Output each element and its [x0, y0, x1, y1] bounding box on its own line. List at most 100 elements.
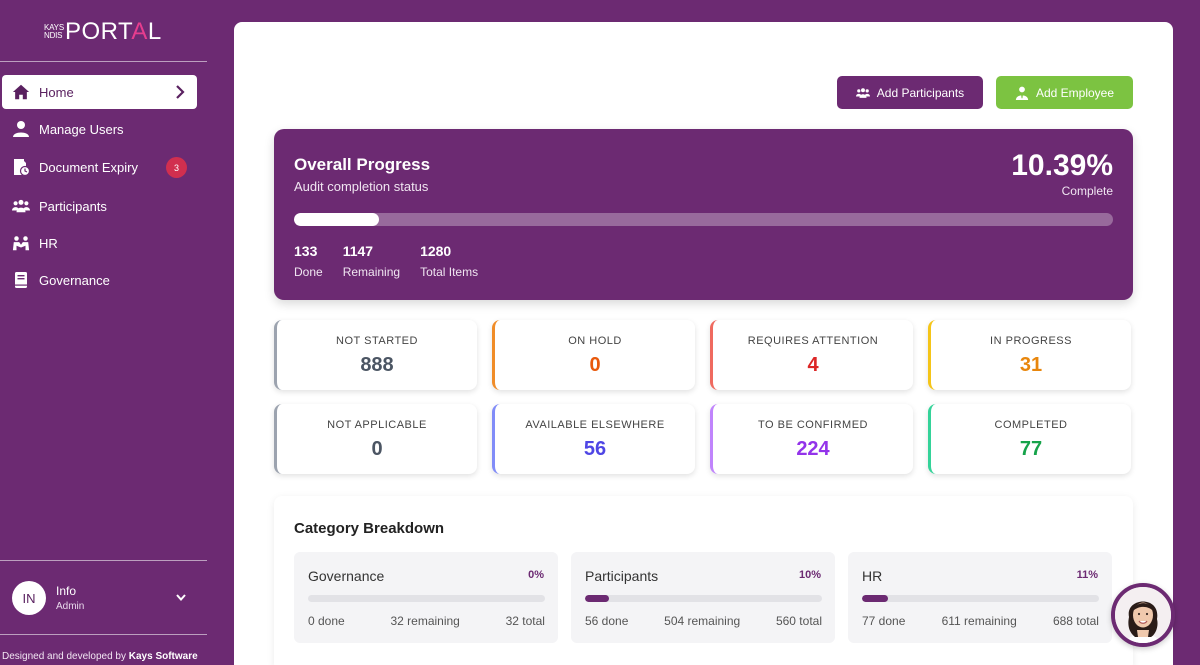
- overall-progress-bar: [294, 213, 1113, 226]
- stat-label: Total Items: [420, 265, 479, 279]
- user-menu[interactable]: IN Info Admin: [12, 581, 202, 615]
- group-icon: [12, 197, 30, 215]
- status-value: 0: [371, 438, 383, 460]
- group-icon: [855, 87, 870, 98]
- status-card-completed[interactable]: COMPLETED 77: [928, 404, 1131, 474]
- people-hands-icon: [12, 234, 30, 252]
- add-employee-label: Add Employee: [1035, 85, 1115, 100]
- stat-label: Remaining: [342, 265, 401, 279]
- sidebar-divider: [0, 61, 207, 62]
- sidebar-divider: [0, 634, 207, 635]
- document-expiry-badge: 3: [166, 157, 187, 178]
- footer-credit: Designed and developed by Kays Software: [2, 651, 198, 662]
- avatar: IN: [12, 581, 46, 615]
- status-card-not-started[interactable]: NOT STARTED 888: [274, 320, 477, 390]
- overall-progress-title: Overall Progress: [294, 155, 431, 174]
- document-clock-icon: [12, 158, 30, 176]
- category-breakdown-title: Category Breakdown: [294, 520, 445, 537]
- sidebar-item-manage-users[interactable]: Manage Users: [2, 112, 197, 146]
- add-employee-button[interactable]: Add Employee: [996, 76, 1133, 109]
- user-icon: [12, 120, 30, 138]
- sidebar-item-label: Participants: [39, 198, 107, 214]
- stat-done: 133 Done: [294, 243, 323, 279]
- overall-stats: 133 Done 1147 Remaining 1280 Total Items: [294, 243, 498, 279]
- status-label: NOT APPLICABLE: [327, 419, 427, 431]
- category-progress-bar: [585, 595, 822, 602]
- status-label: NOT STARTED: [336, 335, 418, 347]
- credit-company: Kays Software: [128, 651, 198, 662]
- category-done: 0 done: [308, 614, 345, 628]
- sidebar-item-label: Document Expiry: [39, 159, 138, 175]
- category-name: HR: [862, 568, 883, 584]
- category-progress-fill: [585, 595, 609, 602]
- overall-progress-fill: [294, 213, 380, 226]
- add-participants-button[interactable]: Add Participants: [837, 76, 983, 109]
- logo-wordmark-accent: A: [131, 18, 148, 45]
- status-label: REQUIRES ATTENTION: [747, 335, 879, 347]
- book-icon: [12, 271, 30, 289]
- overall-progress-subtitle: Audit completion status: [294, 179, 429, 194]
- logo-wordmark-pre: PORT: [64, 18, 132, 45]
- user-name: Info: [56, 584, 77, 598]
- sidebar-item-home[interactable]: Home: [2, 75, 197, 109]
- assistant-photo-icon: [1115, 587, 1171, 643]
- overall-percent: 10.39%: [1011, 149, 1113, 182]
- status-label: COMPLETED: [994, 419, 1068, 431]
- support-assistant-avatar[interactable]: [1111, 583, 1175, 647]
- stat-value: 133: [294, 243, 318, 259]
- logo-wordmark: PORTAL: [65, 20, 162, 44]
- status-card-requires-attention[interactable]: REQUIRES ATTENTION 4: [710, 320, 913, 390]
- category-name: Governance: [308, 568, 385, 584]
- status-card-on-hold[interactable]: ON HOLD 0: [492, 320, 695, 390]
- add-participants-label: Add Participants: [876, 85, 965, 100]
- logo-small-bottom: NDIS: [44, 31, 63, 40]
- category-name: Participants: [585, 568, 659, 584]
- category-hr[interactable]: HR 11% 77 done 611 remaining 688 total: [848, 552, 1112, 643]
- logo-wordmark-post: L: [147, 18, 162, 45]
- category-percent: 10%: [798, 569, 821, 581]
- status-value: 31: [1019, 354, 1043, 376]
- status-label: AVAILABLE ELSEWHERE: [525, 419, 665, 431]
- main-panel: Add Participants Add Employee Overall Pr…: [234, 22, 1173, 665]
- sidebar-item-participants[interactable]: Participants: [2, 189, 197, 223]
- category-progress-fill: [862, 595, 889, 602]
- category-progress-bar: [862, 595, 1099, 602]
- category-total: 560 total: [775, 614, 822, 628]
- credit-prefix: Designed and developed by: [2, 651, 129, 662]
- home-icon: [12, 83, 30, 101]
- status-value: 224: [796, 438, 830, 460]
- user-role: Admin: [56, 601, 85, 612]
- category-governance[interactable]: Governance 0% 0 done 32 remaining 32 tot…: [294, 552, 558, 643]
- stat-value: 1280: [420, 243, 452, 259]
- logo-small-top: KAYS: [44, 23, 64, 32]
- stat-total: 1280 Total Items: [420, 243, 478, 279]
- stat-remaining: 1147 Remaining: [343, 243, 400, 279]
- chevron-down-icon[interactable]: [174, 592, 188, 604]
- sidebar-item-document-expiry[interactable]: Document Expiry: [2, 150, 197, 184]
- category-participants[interactable]: Participants 10% 56 done 504 remaining 5…: [571, 552, 835, 643]
- chevron-right-icon: [176, 85, 185, 99]
- status-card-not-applicable[interactable]: NOT APPLICABLE 0: [274, 404, 477, 474]
- category-total: 688 total: [1052, 614, 1099, 628]
- status-value: 0: [589, 354, 601, 376]
- sidebar-divider: [0, 560, 207, 561]
- category-remaining: 504 remaining: [664, 614, 741, 628]
- stat-value: 1147: [342, 243, 374, 259]
- status-value: 56: [583, 438, 607, 460]
- category-progress-bar: [308, 595, 545, 602]
- sidebar-item-governance[interactable]: Governance: [2, 263, 197, 297]
- sidebar-item-label: Governance: [39, 272, 110, 288]
- status-card-available-elsewhere[interactable]: AVAILABLE ELSEWHERE 56: [492, 404, 695, 474]
- category-done: 77 done: [862, 614, 906, 628]
- status-card-in-progress[interactable]: IN PROGRESS 31: [928, 320, 1131, 390]
- stat-label: Done: [294, 265, 323, 279]
- status-value: 4: [807, 354, 819, 376]
- status-card-to-be-confirmed[interactable]: TO BE CONFIRMED 224: [710, 404, 913, 474]
- status-label: IN PROGRESS: [990, 335, 1072, 347]
- brand-logo[interactable]: KAYS NDIS PORTAL: [44, 20, 162, 44]
- category-remaining: 32 remaining: [390, 614, 460, 628]
- category-done: 56 done: [585, 614, 629, 628]
- status-value: 888: [360, 354, 394, 376]
- category-total: 32 total: [505, 614, 545, 628]
- sidebar-item-hr[interactable]: HR: [2, 226, 197, 260]
